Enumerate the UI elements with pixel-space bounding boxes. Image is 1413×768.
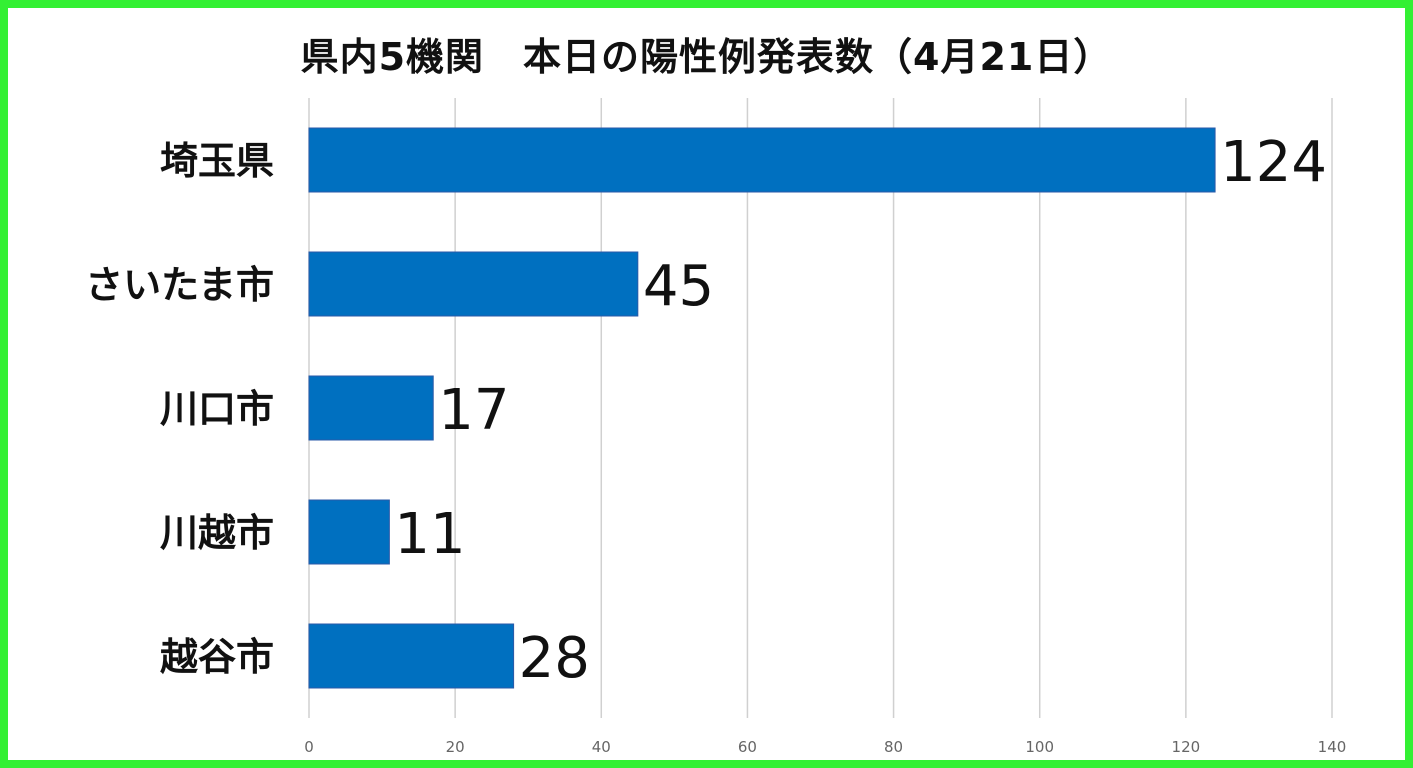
chart-title: 県内5機関 本日の陽性例発表数（4月21日）	[300, 35, 1113, 79]
gridlines	[308, 98, 1333, 718]
category-label-0: 埼玉県	[160, 139, 274, 183]
bar-2	[308, 375, 434, 441]
bar-0	[308, 127, 1216, 193]
bar-3	[308, 499, 390, 565]
x-tick-label-80: 80	[884, 738, 903, 756]
category-label-1: さいたま市	[85, 263, 274, 307]
x-tick-label-20: 20	[446, 738, 465, 756]
value-label-2: 17	[438, 378, 509, 443]
x-tick-label-100: 100	[1025, 738, 1054, 756]
value-label-4: 28	[519, 626, 590, 691]
value-label-1: 45	[643, 254, 714, 319]
category-label-2: 川口市	[160, 387, 274, 431]
bar-1	[308, 251, 639, 317]
value-label-3: 11	[394, 502, 465, 567]
category-label-4: 越谷市	[160, 635, 274, 679]
bars	[308, 127, 1216, 689]
x-tick-label-140: 140	[1318, 738, 1347, 756]
value-label-0: 124	[1220, 130, 1327, 195]
bar-4	[308, 623, 515, 689]
labels: 0 20 40 60 80 100 120 140 埼玉県 124 さいたま市 45 川口市 17 川越市 1…	[85, 130, 1346, 756]
x-tick-label-40: 40	[592, 738, 611, 756]
x-tick-label-0: 0	[304, 738, 314, 756]
x-tick-label-60: 60	[738, 738, 757, 756]
category-label-3: 川越市	[160, 511, 274, 555]
x-tick-label-120: 120	[1172, 738, 1201, 756]
